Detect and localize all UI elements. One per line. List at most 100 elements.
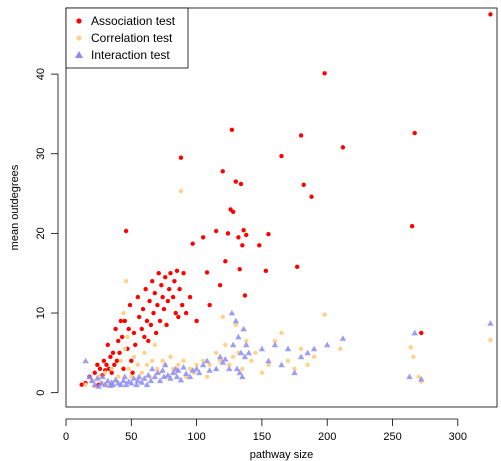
data-point [119,334,125,340]
data-point [95,362,100,367]
data-point [165,298,171,304]
data-point [176,314,181,320]
data-point [110,350,116,356]
data-point [160,294,165,300]
data-point [122,346,127,352]
data-point [88,377,96,384]
data-point [219,359,226,365]
data-point [236,369,243,376]
data-point [120,377,127,384]
y-tick-label: 30 [35,148,47,160]
data-point [340,145,346,150]
data-point [298,346,304,352]
data-point [152,290,158,296]
data-point [229,341,237,348]
data-point [263,268,269,274]
data-point [213,350,219,356]
data-point [294,264,300,270]
data-point [411,329,418,336]
data-point [140,306,146,312]
data-point [416,374,421,379]
data-point [258,345,266,352]
data-point [98,379,105,386]
data-point [217,282,223,288]
data-point [92,370,97,375]
data-point [238,181,244,187]
data-point [189,367,196,373]
data-point [419,330,424,336]
data-point [240,366,245,371]
data-point [278,361,285,368]
data-point [265,357,272,364]
legend-marker [76,18,82,24]
data-point [122,318,127,324]
data-point [150,358,155,364]
data-point [226,365,233,372]
data-point [200,358,206,364]
data-point [406,373,413,380]
data-point [126,326,131,332]
data-point [212,365,220,372]
data-point [204,374,210,379]
data-point [291,369,298,376]
data-point [135,362,141,367]
data-point [122,381,130,388]
legend: Association test Correlation test Interact… [65,7,189,69]
legend-marker [75,51,83,58]
data-point [133,342,138,348]
data-point [129,358,134,364]
data-point [151,373,159,380]
data-point [112,376,119,383]
data-point [309,194,314,199]
data-point [418,375,425,382]
data-point [177,286,182,292]
data-point [99,373,106,380]
data-point [131,354,137,360]
data-point [114,358,120,364]
data-point [170,294,176,300]
data-point [244,338,249,344]
data-point [225,231,231,236]
data-point [228,309,236,316]
data-point [324,341,331,348]
data-point [121,366,126,371]
data-point [113,326,118,332]
data-point [82,357,89,364]
data-point [240,243,245,248]
data-point [94,375,101,381]
data-point [146,338,151,344]
data-point [130,370,135,375]
data-point [145,371,152,378]
legend-box [65,7,189,69]
data-point [339,335,347,341]
data-point [222,356,229,362]
data-point [142,350,147,356]
data-point [97,366,103,371]
data-point [105,342,110,348]
data-point [109,366,114,371]
data-point [338,346,343,352]
data-point [175,367,182,373]
data-point [409,224,415,229]
data-point [230,354,236,360]
data-point [123,228,129,234]
data-point [310,345,318,352]
data-point [322,312,327,317]
data-point [118,318,124,324]
data-point [176,362,181,367]
data-point [239,373,246,380]
data-point [187,294,193,300]
data-point [142,334,147,340]
data-point [101,358,107,364]
data-point [284,345,292,352]
data-point [190,241,195,246]
data-point [194,318,199,324]
data-point [233,179,238,184]
data-points [79,12,494,389]
data-point [161,306,167,312]
data-point [237,267,242,272]
data-point [237,349,245,356]
data-point [121,373,128,380]
data-point [139,370,144,375]
data-point [91,381,98,388]
